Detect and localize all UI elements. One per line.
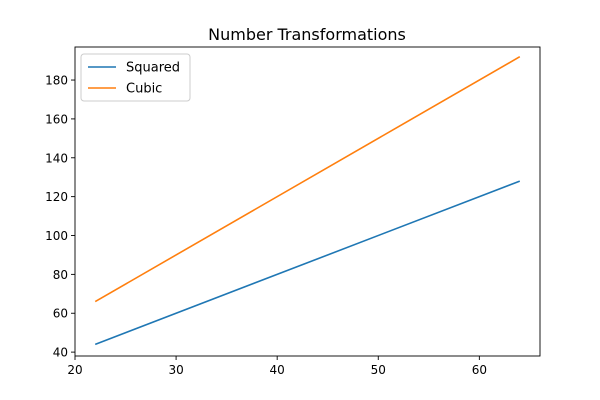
x-tick-label: 30 xyxy=(168,363,183,377)
x-tick-label: 60 xyxy=(472,363,487,377)
series-line-cubic xyxy=(94,56,521,303)
y-tick-label: 80 xyxy=(53,268,68,282)
plot-frame xyxy=(74,46,541,357)
x-tick-label: 40 xyxy=(270,363,285,377)
legend-box xyxy=(80,53,191,102)
y-tick-label: 40 xyxy=(53,346,68,360)
x-tick-label: 50 xyxy=(371,363,386,377)
y-tick-label: 160 xyxy=(45,112,68,126)
plot-area: 20 30 40 50 60 40 60 80 100 120 140 160 180 Squared Cu… xyxy=(45,46,541,377)
y-tick-label: 60 xyxy=(53,307,68,321)
legend: Squared Cubic xyxy=(80,53,191,102)
chart-title: Number Transformations xyxy=(208,25,406,44)
y-tick-label: 120 xyxy=(45,190,68,204)
legend-label-squared: Squared xyxy=(126,61,180,76)
x-tick-label: 20 xyxy=(67,363,82,377)
y-tick-label: 180 xyxy=(45,74,68,88)
y-tick-label: 100 xyxy=(45,229,68,243)
legend-label-cubic: Cubic xyxy=(126,82,162,97)
y-tick-label: 140 xyxy=(45,151,68,165)
series-line-squared xyxy=(94,180,521,346)
